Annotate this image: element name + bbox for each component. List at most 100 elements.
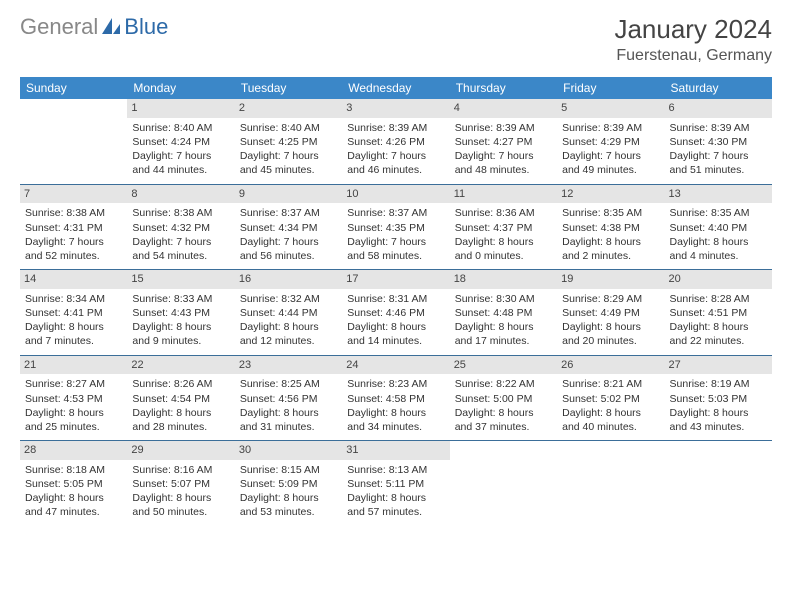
day-details: Sunrise: 8:23 AMSunset: 4:58 PMDaylight:… xyxy=(347,377,444,434)
day-details: Sunrise: 8:30 AMSunset: 4:48 PMDaylight:… xyxy=(455,292,552,349)
day-details: Sunrise: 8:34 AMSunset: 4:41 PMDaylight:… xyxy=(25,292,122,349)
daylight-text: Daylight: 7 hours and 54 minutes. xyxy=(132,235,229,263)
day-details: Sunrise: 8:22 AMSunset: 5:00 PMDaylight:… xyxy=(455,377,552,434)
daylight-text: Daylight: 8 hours and 40 minutes. xyxy=(562,406,659,434)
day-details: Sunrise: 8:33 AMSunset: 4:43 PMDaylight:… xyxy=(132,292,229,349)
day-details: Sunrise: 8:25 AMSunset: 4:56 PMDaylight:… xyxy=(240,377,337,434)
sunrise-text: Sunrise: 8:31 AM xyxy=(347,292,444,306)
day-number: 10 xyxy=(342,185,449,204)
calendar-day-cell: 30 Sunrise: 8:15 AMSunset: 5:09 PMDayligh… xyxy=(235,441,342,526)
day-number: 4 xyxy=(450,99,557,118)
day-details: Sunrise: 8:40 AMSunset: 4:24 PMDaylight:… xyxy=(132,121,229,178)
title-block: January 2024 Fuerstenau, Germany xyxy=(614,14,772,65)
sunrise-text: Sunrise: 8:38 AM xyxy=(25,206,122,220)
daylight-text: Daylight: 7 hours and 58 minutes. xyxy=(347,235,444,263)
calendar-day-cell xyxy=(665,441,772,526)
day-number: 12 xyxy=(557,185,664,204)
sunset-text: Sunset: 4:30 PM xyxy=(670,135,767,149)
daylight-text: Daylight: 7 hours and 51 minutes. xyxy=(670,149,767,177)
sunset-text: Sunset: 4:51 PM xyxy=(670,306,767,320)
sunrise-text: Sunrise: 8:37 AM xyxy=(240,206,337,220)
day-number: 13 xyxy=(665,185,772,204)
sunrise-text: Sunrise: 8:16 AM xyxy=(132,463,229,477)
daylight-text: Daylight: 8 hours and 37 minutes. xyxy=(455,406,552,434)
day-number: 21 xyxy=(20,356,127,375)
weekday-header: Thursday xyxy=(450,77,557,99)
sunset-text: Sunset: 4:37 PM xyxy=(455,221,552,235)
sunset-text: Sunset: 4:38 PM xyxy=(562,221,659,235)
sunset-text: Sunset: 5:03 PM xyxy=(670,392,767,406)
daylight-text: Daylight: 8 hours and 47 minutes. xyxy=(25,491,122,519)
sunset-text: Sunset: 4:35 PM xyxy=(347,221,444,235)
sunrise-text: Sunrise: 8:33 AM xyxy=(132,292,229,306)
day-details: Sunrise: 8:19 AMSunset: 5:03 PMDaylight:… xyxy=(670,377,767,434)
daylight-text: Daylight: 7 hours and 46 minutes. xyxy=(347,149,444,177)
day-number: 30 xyxy=(235,441,342,460)
daylight-text: Daylight: 7 hours and 44 minutes. xyxy=(132,149,229,177)
daylight-text: Daylight: 8 hours and 50 minutes. xyxy=(132,491,229,519)
daylight-text: Daylight: 8 hours and 4 minutes. xyxy=(670,235,767,263)
sunset-text: Sunset: 4:40 PM xyxy=(670,221,767,235)
sunset-text: Sunset: 4:46 PM xyxy=(347,306,444,320)
day-details: Sunrise: 8:39 AMSunset: 4:29 PMDaylight:… xyxy=(562,121,659,178)
sunrise-text: Sunrise: 8:27 AM xyxy=(25,377,122,391)
daylight-text: Daylight: 7 hours and 49 minutes. xyxy=(562,149,659,177)
sunrise-text: Sunrise: 8:23 AM xyxy=(347,377,444,391)
day-number: 6 xyxy=(665,99,772,118)
sunrise-text: Sunrise: 8:39 AM xyxy=(347,121,444,135)
logo-text-blue: Blue xyxy=(124,14,168,40)
logo: General Blue xyxy=(20,14,168,40)
sunrise-text: Sunrise: 8:28 AM xyxy=(670,292,767,306)
sunrise-text: Sunrise: 8:35 AM xyxy=(562,206,659,220)
day-details: Sunrise: 8:37 AMSunset: 4:35 PMDaylight:… xyxy=(347,206,444,263)
calendar-day-cell: 26Sunrise: 8:21 AMSunset: 5:02 PMDayligh… xyxy=(557,355,664,441)
day-number: 27 xyxy=(665,356,772,375)
calendar-day-cell: 12Sunrise: 8:35 AMSunset: 4:38 PMDayligh… xyxy=(557,184,664,270)
sunrise-text: Sunrise: 8:36 AM xyxy=(455,206,552,220)
sunset-text: Sunset: 4:54 PM xyxy=(132,392,229,406)
calendar-day-cell xyxy=(557,441,664,526)
calendar-week-row: 28Sunrise: 8:18 AMSunset: 5:05 PMDayligh… xyxy=(20,441,772,526)
sunset-text: Sunset: 4:31 PM xyxy=(25,221,122,235)
daylight-text: Daylight: 8 hours and 57 minutes. xyxy=(347,491,444,519)
day-details: Sunrise: 8:39 AMSunset: 4:27 PMDaylight:… xyxy=(455,121,552,178)
header: General Blue January 2024 Fuerstenau, Ge… xyxy=(20,14,772,65)
sunrise-text: Sunrise: 8:35 AM xyxy=(670,206,767,220)
day-number: 28 xyxy=(20,441,127,460)
day-details: Sunrise: 8:36 AMSunset: 4:37 PMDaylight:… xyxy=(455,206,552,263)
sunset-text: Sunset: 5:05 PM xyxy=(25,477,122,491)
calendar-day-cell: 1Sunrise: 8:40 AMSunset: 4:24 PMDaylight… xyxy=(127,99,234,184)
sunrise-text: Sunrise: 8:19 AM xyxy=(670,377,767,391)
calendar-day-cell: 21Sunrise: 8:27 AMSunset: 4:53 PMDayligh… xyxy=(20,355,127,441)
sunrise-text: Sunrise: 8:37 AM xyxy=(347,206,444,220)
sunrise-text: Sunrise: 8:13 AM xyxy=(347,463,444,477)
sunset-text: Sunset: 4:53 PM xyxy=(25,392,122,406)
daylight-text: Daylight: 7 hours and 52 minutes. xyxy=(25,235,122,263)
day-details: Sunrise: 8:15 AMSunset: 5:09 PMDaylight:… xyxy=(240,463,337,520)
calendar-day-cell: 6Sunrise: 8:39 AMSunset: 4:30 PMDaylight… xyxy=(665,99,772,184)
sunrise-text: Sunrise: 8:34 AM xyxy=(25,292,122,306)
sunrise-text: Sunrise: 8:21 AM xyxy=(562,377,659,391)
sunrise-text: Sunrise: 8:25 AM xyxy=(240,377,337,391)
calendar-day-cell: 19Sunrise: 8:29 AMSunset: 4:49 PMDayligh… xyxy=(557,270,664,356)
daylight-text: Daylight: 8 hours and 7 minutes. xyxy=(25,320,122,348)
day-number: 9 xyxy=(235,185,342,204)
calendar-week-row: 14Sunrise: 8:34 AMSunset: 4:41 PMDayligh… xyxy=(20,270,772,356)
sunset-text: Sunset: 4:44 PM xyxy=(240,306,337,320)
day-details: Sunrise: 8:32 AMSunset: 4:44 PMDaylight:… xyxy=(240,292,337,349)
sunrise-text: Sunrise: 8:38 AM xyxy=(132,206,229,220)
daylight-text: Daylight: 8 hours and 34 minutes. xyxy=(347,406,444,434)
day-details: Sunrise: 8:31 AMSunset: 4:46 PMDaylight:… xyxy=(347,292,444,349)
logo-text-general: General xyxy=(20,14,98,40)
day-number: 5 xyxy=(557,99,664,118)
day-number: 7 xyxy=(20,185,127,204)
calendar-day-cell: 25Sunrise: 8:22 AMSunset: 5:00 PMDayligh… xyxy=(450,355,557,441)
calendar-day-cell xyxy=(20,99,127,184)
calendar-day-cell: 17 Sunrise: 8:31 AMSunset: 4:46 PMDayligh… xyxy=(342,270,449,356)
day-number: 17 xyxy=(342,270,449,289)
day-number: 22 xyxy=(127,356,234,375)
daylight-text: Daylight: 8 hours and 9 minutes. xyxy=(132,320,229,348)
sunrise-text: Sunrise: 8:32 AM xyxy=(240,292,337,306)
daylight-text: Daylight: 8 hours and 20 minutes. xyxy=(562,320,659,348)
daylight-text: Daylight: 8 hours and 14 minutes. xyxy=(347,320,444,348)
